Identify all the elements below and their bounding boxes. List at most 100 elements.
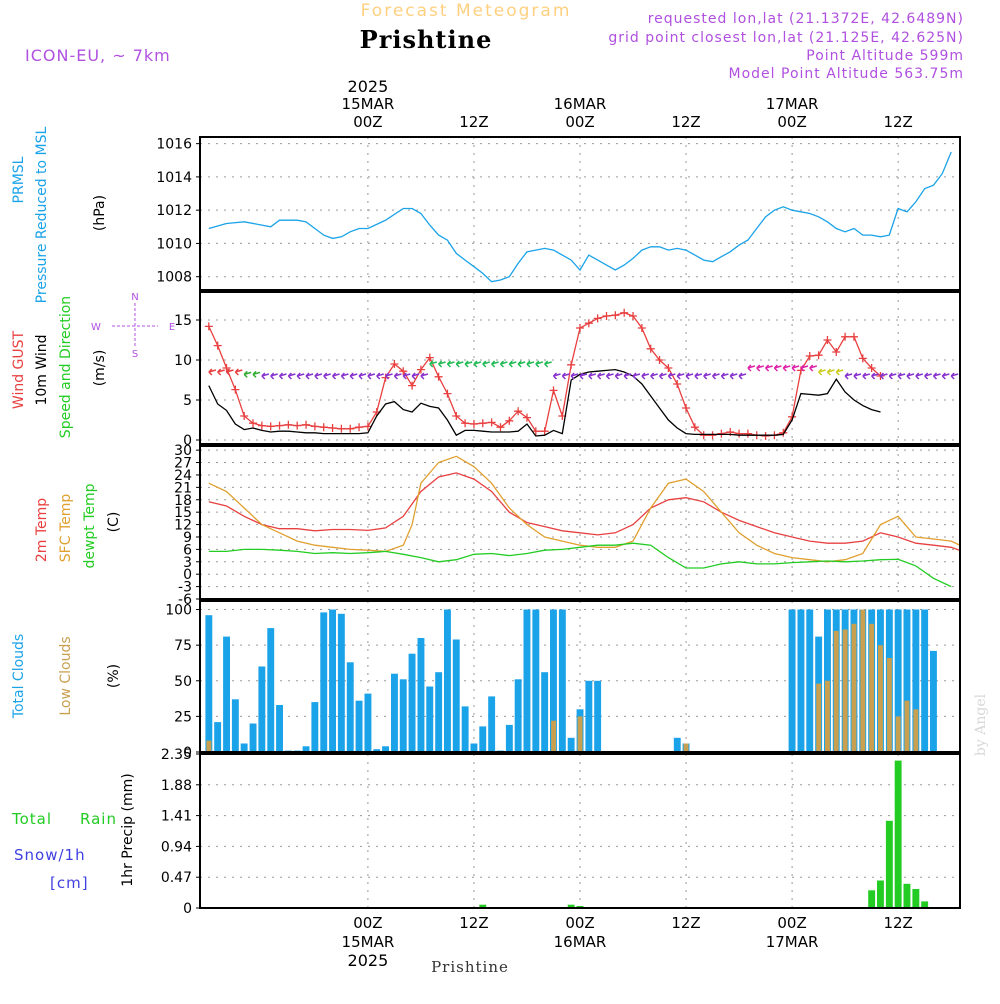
- footer-location: Prishtine: [431, 958, 509, 976]
- wind-arrow: [614, 372, 623, 380]
- low-clouds-label: Low Clouds: [58, 636, 74, 715]
- wind-arrow: [650, 372, 658, 380]
- bottom-tick-label: 00Z: [353, 914, 382, 932]
- bar-primary: [205, 615, 213, 752]
- wind-arrow: [393, 372, 402, 380]
- wind-arrow: [482, 360, 490, 368]
- bottom-tick-label: 12Z: [883, 914, 912, 932]
- wind-arrow: [561, 372, 570, 380]
- panel-content: [208, 455, 960, 588]
- y-tick-label: 9: [183, 530, 192, 546]
- bar-primary: [258, 666, 266, 752]
- bar-primary: [364, 693, 372, 752]
- wind-arrow: [570, 372, 579, 380]
- gust-marker: [204, 322, 213, 331]
- bar-primary: [479, 726, 487, 752]
- bar-primary: [470, 743, 478, 752]
- gust-marker: [514, 407, 523, 416]
- top-tick-label: 00Z: [353, 113, 382, 131]
- gust-marker: [814, 351, 823, 360]
- wind-arrow: [411, 372, 420, 380]
- y-tick-label: 21: [174, 480, 192, 496]
- bar-primary: [329, 609, 336, 752]
- panel-frame: [199, 753, 961, 909]
- wind-arrow: [508, 360, 517, 368]
- gust-marker: [469, 420, 478, 428]
- compass-west: W: [91, 322, 101, 333]
- panel-content: [204, 308, 1000, 440]
- bottom-year-label: 2025: [348, 951, 389, 970]
- wind-arrow: [385, 372, 393, 380]
- gust-marker: [531, 427, 540, 436]
- bar-primary: [903, 883, 911, 908]
- gust-marker: [735, 429, 744, 438]
- gust-marker: [416, 365, 425, 374]
- y-tick-label: 0.94: [161, 839, 192, 855]
- gust-marker: [461, 419, 470, 428]
- compass-east: E: [169, 322, 175, 333]
- wind-arrow: [791, 364, 800, 372]
- cloud-labels: Total Clouds Low Clouds (%): [11, 634, 122, 719]
- model-point-altitude: Model Point Altitude 563.75m: [729, 66, 964, 82]
- bar-primary: [930, 650, 937, 752]
- temp-unit: (C): [106, 512, 122, 533]
- gust-marker: [549, 386, 558, 395]
- bar-secondary: [577, 716, 583, 752]
- bar-secondary: [551, 720, 556, 752]
- bar-primary: [240, 743, 248, 752]
- panel-frame: [199, 136, 961, 291]
- bar-primary: [567, 904, 575, 908]
- bar-primary: [567, 737, 575, 752]
- gust-marker: [337, 424, 346, 433]
- bar-primary: [408, 653, 416, 752]
- y-tick-label: 27: [174, 456, 192, 472]
- wind-arrow: [296, 372, 305, 380]
- bar-primary: [505, 724, 513, 752]
- temperature-labels: 2m Temp SFC Temp dewpt Temp (C): [34, 483, 122, 568]
- requested-coordinates: requested lon,lat (21.1372E, 42.6489N): [648, 11, 964, 27]
- wind-arrow: [349, 372, 358, 380]
- cloud-unit: (%): [106, 664, 122, 688]
- gust-marker: [761, 432, 770, 440]
- gust-marker: [249, 419, 258, 428]
- wind-arrow: [632, 372, 641, 380]
- bottom-date-label: 15MAR: [342, 933, 395, 951]
- wind-arrow: [969, 373, 976, 379]
- wind-arrow: [332, 372, 340, 380]
- wind-arrow: [641, 372, 650, 380]
- gust-marker: [381, 373, 390, 382]
- wind-arrow: [888, 372, 897, 380]
- y-tick-label: 15: [174, 313, 192, 329]
- bar-primary: [523, 609, 531, 752]
- y-tick-label: -3: [178, 580, 192, 596]
- wind-arrow: [818, 368, 826, 376]
- top-tick-label: 12Z: [883, 113, 912, 131]
- bar-primary: [921, 901, 929, 908]
- wind-10m-label: 10m Wind: [34, 334, 50, 405]
- bar-primary: [514, 679, 522, 752]
- pressure-panel: 1008 1010 1012 1014 1016: [156, 136, 961, 291]
- gust-marker: [629, 312, 638, 320]
- y-tick-label: 1016: [156, 137, 192, 153]
- gust-marker: [655, 356, 664, 364]
- gust-marker: [690, 423, 699, 432]
- gust-marker: [637, 324, 646, 332]
- y-tick-label: 50: [174, 674, 192, 690]
- wind-arrow: [995, 373, 1000, 379]
- bottom-tick-label: 00Z: [777, 914, 806, 932]
- wind-gust-label: Wind GUST: [11, 330, 27, 409]
- wind-arrow: [950, 372, 959, 380]
- bar-primary: [594, 680, 602, 752]
- precip-panel: 0 0.47 0.94 1.41 1.88 2.35: [161, 747, 961, 917]
- gust-marker: [257, 421, 266, 430]
- wind-arrow: [455, 360, 464, 368]
- watermark: by Angel: [973, 693, 989, 756]
- bar-primary: [249, 723, 257, 752]
- bar-primary: [912, 609, 920, 752]
- gust-marker: [584, 319, 593, 328]
- bottom-date-label: 17MAR: [766, 933, 819, 951]
- pressure-unit: (hPa): [92, 195, 108, 231]
- panel-content: [208, 151, 952, 283]
